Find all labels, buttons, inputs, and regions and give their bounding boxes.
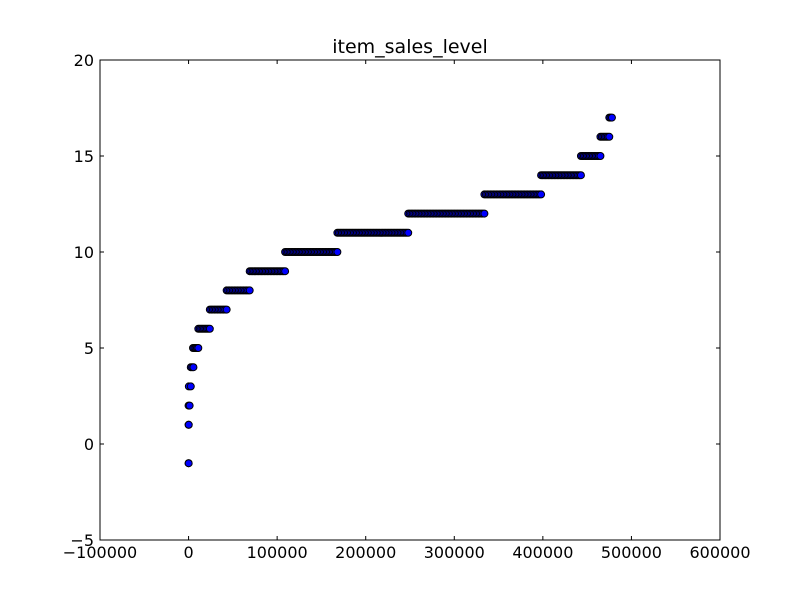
scatter-run-level-5 xyxy=(189,344,203,352)
scatter-run-level-17 xyxy=(605,113,616,122)
scatter-point xyxy=(605,132,614,141)
y-axis-tick-labels: −5 0 5 10 15 20 xyxy=(70,51,94,550)
scatter-run-level-6 xyxy=(194,324,214,333)
scatter-point xyxy=(194,344,203,352)
y-tick-label: 5 xyxy=(84,339,94,358)
data-points xyxy=(184,113,616,468)
x-tick-label: 0 xyxy=(183,543,193,562)
scatter-point xyxy=(404,228,413,237)
scatter-point xyxy=(596,152,605,160)
scatter-point xyxy=(222,305,231,314)
scatter-point xyxy=(186,382,195,391)
x-tick-label: 500000 xyxy=(601,543,662,562)
scatter-point xyxy=(245,286,254,295)
scatter-point xyxy=(184,459,193,468)
x-tick-label: 200000 xyxy=(335,543,396,562)
x-tick-label: 400000 xyxy=(512,543,573,562)
y-tick-label: 0 xyxy=(84,435,94,454)
scatter-point xyxy=(333,248,342,256)
y-tick-label: 20 xyxy=(74,51,94,70)
scatter-run-level-12 xyxy=(404,209,489,218)
scatter-run-level-4 xyxy=(186,363,198,372)
scatter-run-level-14 xyxy=(537,171,585,180)
scatter-run-level-9 xyxy=(245,267,290,276)
scatter-run-level-8 xyxy=(222,286,254,295)
scatter-point xyxy=(189,363,198,372)
scatter-run-level--1 xyxy=(184,459,193,468)
scatter-point xyxy=(281,267,290,276)
plot-frame xyxy=(99,59,721,541)
scatter-point xyxy=(205,324,214,333)
scatter-point xyxy=(537,190,546,199)
scatter-run-level-1 xyxy=(184,420,193,429)
scatter-point xyxy=(607,113,616,122)
axis-ticks xyxy=(99,59,721,541)
scatter-run-level-2 xyxy=(184,401,194,410)
scatter-run-level-10 xyxy=(281,248,342,256)
scatter-point xyxy=(184,420,193,429)
scatter-run-level-3 xyxy=(184,382,195,391)
x-axis-tick-labels: −100000 0 100000 200000 300000 400000 500000 60… xyxy=(63,543,751,562)
scatter-run-level-15 xyxy=(576,152,605,160)
y-tick-label: −5 xyxy=(70,531,94,550)
x-tick-label: 600000 xyxy=(689,543,750,562)
scatter-run-level-11 xyxy=(333,228,413,237)
y-tick-label: 15 xyxy=(74,147,94,166)
scatter-point xyxy=(576,171,585,180)
x-tick-label: −100000 xyxy=(63,543,137,562)
scatter-run-level-13 xyxy=(480,190,546,199)
scatter-point xyxy=(185,401,194,410)
x-tick-label: 100000 xyxy=(247,543,308,562)
scatter-run-level-7 xyxy=(205,305,231,314)
scatter-run-level-16 xyxy=(596,132,614,141)
y-tick-label: 10 xyxy=(74,243,94,262)
scatter-point xyxy=(480,209,489,218)
x-tick-label: 300000 xyxy=(424,543,485,562)
chart-title: item_sales_level xyxy=(332,36,488,58)
